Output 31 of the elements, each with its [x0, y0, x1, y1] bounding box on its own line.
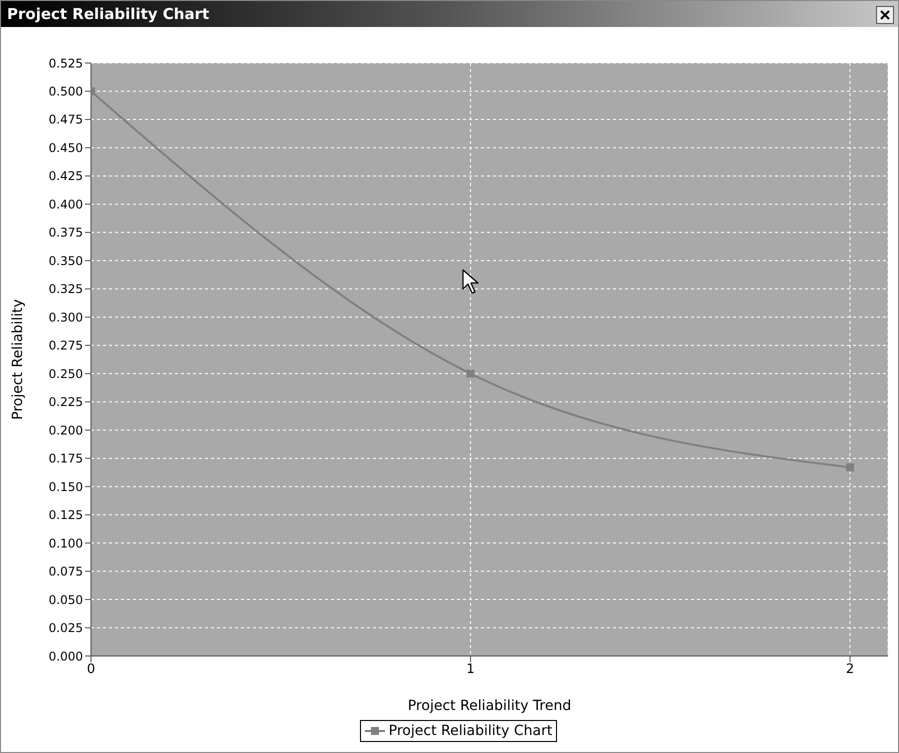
- y-tick-label: 0.125: [48, 508, 83, 522]
- y-tick-label: 0.150: [48, 480, 83, 494]
- y-tick-label: 0.475: [48, 112, 83, 127]
- y-tick-label: 0.300: [48, 310, 83, 324]
- y-tick-label: 0.000: [48, 649, 83, 664]
- y-axis-title: Project Reliability: [10, 299, 26, 420]
- x-tick-label: 0: [86, 662, 96, 678]
- y-tick-label: 0.450: [48, 140, 83, 155]
- y-tick-label: 0.025: [48, 621, 83, 636]
- y-tick-label: 0.225: [48, 395, 83, 410]
- y-tick-label: 0.325: [48, 282, 83, 296]
- y-tick-label: 0.100: [48, 536, 83, 550]
- y-tick-label: 0.375: [48, 226, 83, 240]
- point: [846, 463, 854, 472]
- chart-title: Project Reliability Chart: [7, 5, 210, 23]
- legend-label: Project Reliability Chart: [388, 723, 552, 739]
- y-tick-label: 0.500: [48, 84, 83, 98]
- y-tick-label: 0.400: [48, 197, 83, 212]
- y-tick-label: 0.075: [48, 564, 83, 579]
- x-axis-title: Project Reliability Trend: [408, 698, 572, 714]
- y-tick-label: 0.175: [48, 452, 83, 466]
- y-tick-label: 0.200: [48, 423, 83, 438]
- y-tick-label: 0.350: [48, 254, 83, 268]
- point: [466, 370, 475, 378]
- y-tick-label: 0.250: [48, 366, 83, 381]
- x-tick-label: 1: [466, 662, 475, 678]
- y-tick-label: 0.050: [48, 592, 83, 607]
- y-tick-label: 0.275: [48, 338, 83, 353]
- y-tick-label: 0.525: [48, 56, 83, 70]
- x-tick-label: 2: [846, 662, 854, 678]
- y-tick-label: 0.425: [48, 169, 83, 184]
